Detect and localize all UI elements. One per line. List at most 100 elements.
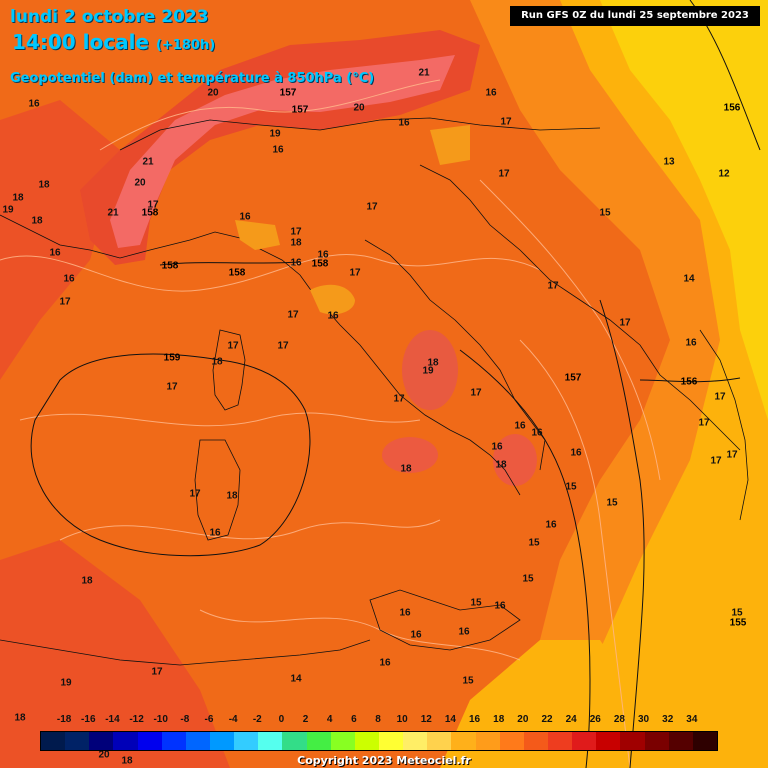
forecast-time-label: 14:00 locale	[12, 30, 149, 54]
legend-swatch	[451, 732, 476, 750]
map-label: 16	[379, 657, 391, 669]
legend-ticks: -18 -16 -14 -12 -10 -8 -6 -4 -2 0 2 4 6 8 10 12 14 16 18 20…	[40, 714, 716, 728]
warm-patch-balkans	[430, 125, 470, 165]
legend-swatch	[644, 732, 669, 750]
legend-tick: -10	[153, 714, 168, 725]
legend-swatch	[427, 732, 452, 750]
map-label: 20	[207, 87, 219, 99]
map-label: 15	[462, 675, 474, 687]
map-label: 16	[317, 249, 329, 261]
map-label: 19	[2, 204, 14, 216]
map-label: 15	[565, 481, 577, 493]
map-label: 157	[291, 104, 309, 116]
legend-swatch	[620, 732, 645, 750]
map-label: 157	[564, 372, 582, 384]
map-label: 17	[349, 267, 361, 279]
legend-swatch	[65, 732, 90, 750]
map-label: 16	[239, 211, 251, 223]
legend-swatch	[668, 732, 693, 750]
legend-tick: 26	[589, 714, 601, 725]
map-label: 19	[269, 128, 281, 140]
map-label: 21	[418, 67, 430, 79]
map-label: 16	[272, 144, 284, 156]
map-label: 18	[427, 357, 439, 369]
map-label: 17	[277, 340, 289, 352]
map-label: 19	[60, 677, 72, 689]
map-label: 17	[547, 280, 559, 292]
legend-swatch	[306, 732, 331, 750]
legend-tick: -2	[252, 714, 262, 725]
map-label: 18	[121, 755, 133, 767]
legend-tick: 14	[444, 714, 456, 725]
temperature-zone-west	[0, 100, 120, 380]
alps-hot-core	[110, 55, 455, 248]
temperature-legend	[40, 731, 718, 751]
map-label: 14	[683, 273, 695, 285]
legend-swatch	[378, 732, 404, 750]
map-label: 16	[531, 427, 543, 439]
legend-tick: 2	[302, 714, 309, 725]
map-label: 17	[151, 666, 163, 678]
legend-tick: -12	[129, 714, 144, 725]
map-label: 17	[470, 387, 482, 399]
map-label: 18	[400, 463, 412, 475]
map-label: 16	[290, 257, 302, 269]
map-label: 16	[410, 629, 422, 641]
legend-tick: 30	[638, 714, 650, 725]
map-label: 16	[28, 98, 40, 110]
map-label: 16	[545, 519, 557, 531]
map-label: 14	[290, 673, 302, 685]
map-label: 17	[714, 391, 726, 403]
legend-tick: 8	[375, 714, 381, 725]
forecast-time: 14:00 locale (+180h)	[12, 30, 215, 54]
legend-swatch	[161, 732, 186, 750]
legend-tick: 12	[420, 714, 432, 725]
map-label: 16	[63, 273, 75, 285]
map-label: 17	[393, 393, 405, 405]
map-label: 17	[366, 201, 378, 213]
legend-swatch	[282, 732, 307, 750]
map-label: 17	[166, 381, 178, 393]
forecast-date: lundi 2 octobre 2023	[10, 7, 209, 27]
warm-patch-corsica-coast	[310, 284, 355, 315]
legend-tick: -18	[56, 714, 72, 725]
forecast-lead: (+180h)	[155, 38, 216, 53]
warm-patch-ligurian	[235, 220, 280, 250]
map-label: 20	[98, 749, 110, 761]
map-label: 157	[279, 87, 297, 99]
legend-swatch	[234, 732, 259, 750]
map-label: 16	[685, 337, 697, 349]
map-label: 17	[189, 488, 201, 500]
coastlines-borders	[0, 117, 749, 666]
legend-tick: 4	[326, 714, 333, 725]
map-label: 15	[599, 207, 611, 219]
legend-tick: -6	[204, 714, 214, 725]
warm-patch-calabria	[493, 434, 537, 486]
legend-swatch	[330, 732, 355, 750]
map-label: 158	[228, 267, 246, 279]
map-label: 15	[606, 497, 618, 509]
map-label: 158	[311, 258, 329, 270]
legend-tick: 16	[469, 714, 481, 725]
map-label: 18	[226, 490, 238, 502]
map-label: 16	[494, 600, 506, 612]
legend-swatch	[572, 732, 597, 750]
map-label: 17	[710, 455, 722, 467]
legend-swatch	[209, 732, 235, 750]
temperature-isolines	[0, 79, 661, 768]
legend-tick: 18	[493, 714, 505, 725]
map-label: 18	[211, 356, 223, 368]
map-label: 16	[458, 626, 470, 638]
map-label: 17	[498, 168, 510, 180]
map-label: 18	[81, 575, 93, 587]
map-label: 17	[290, 226, 302, 238]
legend-swatch	[113, 732, 138, 750]
map-label: 18	[38, 179, 50, 191]
map-label: 155	[729, 617, 747, 629]
legend-swatch	[258, 732, 283, 750]
map-label: 18	[495, 459, 507, 471]
legend-tick: -16	[81, 714, 96, 725]
map-label: 16	[49, 247, 61, 259]
copyright: Copyright 2023 Meteociel.fr	[297, 754, 471, 767]
